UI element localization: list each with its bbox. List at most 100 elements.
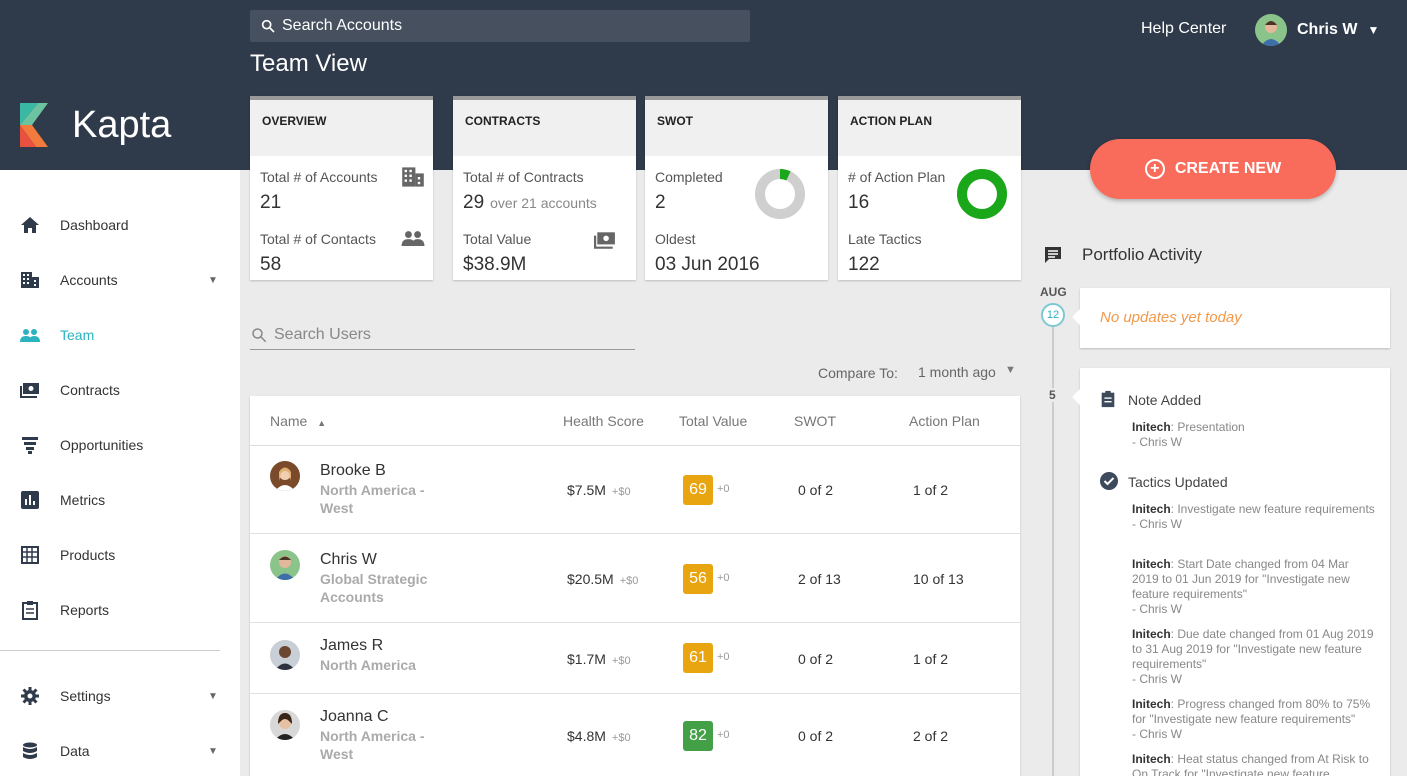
search-icon <box>252 327 267 342</box>
sidebar-item-settings[interactable]: Settings ▼ <box>0 676 240 716</box>
column-header-total-value[interactable]: Total Value <box>679 413 748 429</box>
swot-donut-chart <box>755 169 805 219</box>
table-row[interactable]: James R North America $1.7M +$0 61 +0 0 o… <box>250 623 1020 694</box>
health-score-delta: +0 <box>717 572 730 584</box>
portfolio-activity-title: Portfolio Activity <box>1082 245 1202 264</box>
total-value-delta: +$0 <box>611 732 631 744</box>
table-row[interactable]: Brooke B North America - West $7.5M +$0 6… <box>250 446 1020 534</box>
card-title: SWOT <box>645 100 828 156</box>
sidebar-item-team[interactable]: Team <box>0 315 240 355</box>
swot-progress: 0 of 2 <box>798 728 834 744</box>
account-link[interactable]: Initech <box>1132 420 1171 434</box>
table-row[interactable]: Joanna C North America - West $4.8M +$0 8… <box>250 694 1020 776</box>
event-entry[interactable]: Initech: Presentation - Chris W <box>1132 420 1377 450</box>
building-icon <box>20 270 40 290</box>
user-name[interactable]: Joanna C <box>320 708 389 725</box>
card-value: 16 <box>848 192 870 213</box>
grid-icon <box>20 545 40 565</box>
action-plan-card[interactable]: ACTION PLAN # of Action Plan 16 Late Tac… <box>838 96 1021 280</box>
column-header-name[interactable]: Name ▲ <box>270 413 326 429</box>
account-link[interactable]: Initech <box>1132 557 1171 571</box>
card-title: OVERVIEW <box>250 100 433 156</box>
user-menu[interactable]: Chris W ▼ <box>1255 14 1379 46</box>
card-value: 122 <box>848 254 880 275</box>
event-entry[interactable]: Initech: Progress changed from 80% to 75… <box>1132 697 1377 742</box>
event-entry[interactable]: Initech: Start Date changed from 04 Mar … <box>1132 557 1377 617</box>
swot-card[interactable]: SWOT Completed 2 Oldest 03 Jun 2016 <box>645 96 828 280</box>
sidebar-item-products[interactable]: Products <box>0 535 240 575</box>
entry-text: : Heat status changed from At Risk to On… <box>1132 752 1369 776</box>
sidebar-divider <box>0 650 220 651</box>
plus-circle-icon: + <box>1144 159 1165 179</box>
contracts-card[interactable]: CONTRACTS Total # of Contracts 29 over 21… <box>453 96 636 280</box>
total-value-delta: +$0 <box>611 486 631 498</box>
team-table: Name ▲ Health Score Total Value SWOT Act… <box>250 396 1020 776</box>
clipboard-icon <box>20 600 40 620</box>
sidebar-item-dashboard[interactable]: Dashboard <box>0 205 240 245</box>
action-plan-donut-chart <box>957 169 1007 219</box>
entry-author: - Chris W <box>1132 727 1182 741</box>
sidebar-item-opportunities[interactable]: Opportunities <box>0 425 240 465</box>
help-center-link[interactable]: Help Center <box>1141 20 1227 37</box>
home-icon <box>20 215 40 235</box>
caret-down-icon: ▼ <box>1367 23 1380 37</box>
table-row[interactable]: Chris W Global Strategic Accounts $20.5M… <box>250 534 1020 623</box>
event-entry[interactable]: Initech: Due date changed from 01 Aug 20… <box>1132 627 1377 687</box>
swot-progress: 0 of 2 <box>798 651 834 667</box>
entry-text: : Due date changed from 01 Aug 2019 to 3… <box>1132 627 1374 671</box>
action-plan-progress: 10 of 13 <box>913 571 964 587</box>
user-region: North America - West <box>320 728 425 762</box>
kapta-logo[interactable]: Kapta <box>20 103 171 147</box>
column-header-action-plan[interactable]: Action Plan <box>909 413 980 429</box>
card-label: Total # of Contracts <box>463 169 584 185</box>
card-label: Completed <box>655 169 723 185</box>
chevron-down-icon: ▼ <box>208 690 218 702</box>
card-label: Oldest <box>655 231 696 247</box>
chevron-down-icon: ▼ <box>208 745 218 757</box>
sidebar-item-contracts[interactable]: Contracts <box>0 370 240 410</box>
compare-to-select[interactable]: 1 month ago <box>918 364 996 380</box>
user-name[interactable]: James R <box>320 637 384 654</box>
sidebar-item-data[interactable]: Data ▼ <box>0 731 240 771</box>
card-label: Total # of Accounts <box>260 169 378 185</box>
account-search-input[interactable]: Search Accounts <box>250 10 750 42</box>
column-label: Name <box>270 413 308 429</box>
sidebar-item-label: Reports <box>60 602 110 618</box>
swot-progress: 2 of 13 <box>798 571 841 587</box>
swot-progress: 0 of 2 <box>798 482 834 498</box>
user-name[interactable]: Chris W <box>320 551 377 568</box>
user-search-input[interactable]: Search Users <box>250 320 635 350</box>
entry-text: : Investigate new feature requirements <box>1170 502 1375 516</box>
event-entry[interactable]: Initech: Heat status changed from At Ris… <box>1132 752 1377 776</box>
card-label: Total # of Contacts <box>260 231 376 247</box>
account-link[interactable]: Initech <box>1132 627 1171 641</box>
card-label: Total Value <box>463 231 532 247</box>
action-plan-progress: 2 of 2 <box>913 728 949 744</box>
column-header-health-score[interactable]: Health Score <box>563 413 644 429</box>
avatar <box>270 640 300 670</box>
sidebar-item-label: Contracts <box>60 382 120 398</box>
account-link[interactable]: Initech <box>1132 697 1171 711</box>
column-header-swot[interactable]: SWOT <box>794 413 836 429</box>
user-search-placeholder: Search Users <box>274 325 371 343</box>
account-link[interactable]: Initech <box>1132 502 1171 516</box>
entry-text: : Presentation <box>1170 420 1245 434</box>
overview-card[interactable]: OVERVIEW Total # of Accounts 21 Total # … <box>250 96 433 280</box>
sidebar-item-label: Accounts <box>60 272 118 288</box>
sidebar-item-reports[interactable]: Reports <box>0 590 240 630</box>
bar-chart-icon <box>20 490 40 510</box>
card-value: 2 <box>655 192 666 213</box>
sidebar-item-metrics[interactable]: Metrics <box>0 480 240 520</box>
event-title: Note Added <box>1128 392 1202 408</box>
create-new-button[interactable]: + CREATE NEW <box>1090 139 1336 199</box>
account-link[interactable]: Initech <box>1132 752 1171 766</box>
caret-down-icon[interactable]: ▼ <box>1005 364 1016 376</box>
total-value: $20.5M +$0 <box>567 571 638 587</box>
money-icon <box>594 231 616 254</box>
user-name[interactable]: Brooke B <box>320 462 386 479</box>
sidebar-item-label: Products <box>60 547 116 563</box>
sidebar: Dashboard Accounts ▼ Team Contracts Oppo… <box>0 170 240 776</box>
sidebar-item-accounts[interactable]: Accounts ▼ <box>0 260 240 300</box>
health-score-badge: 61 <box>683 643 713 673</box>
event-entry[interactable]: Initech: Investigate new feature require… <box>1132 502 1377 532</box>
